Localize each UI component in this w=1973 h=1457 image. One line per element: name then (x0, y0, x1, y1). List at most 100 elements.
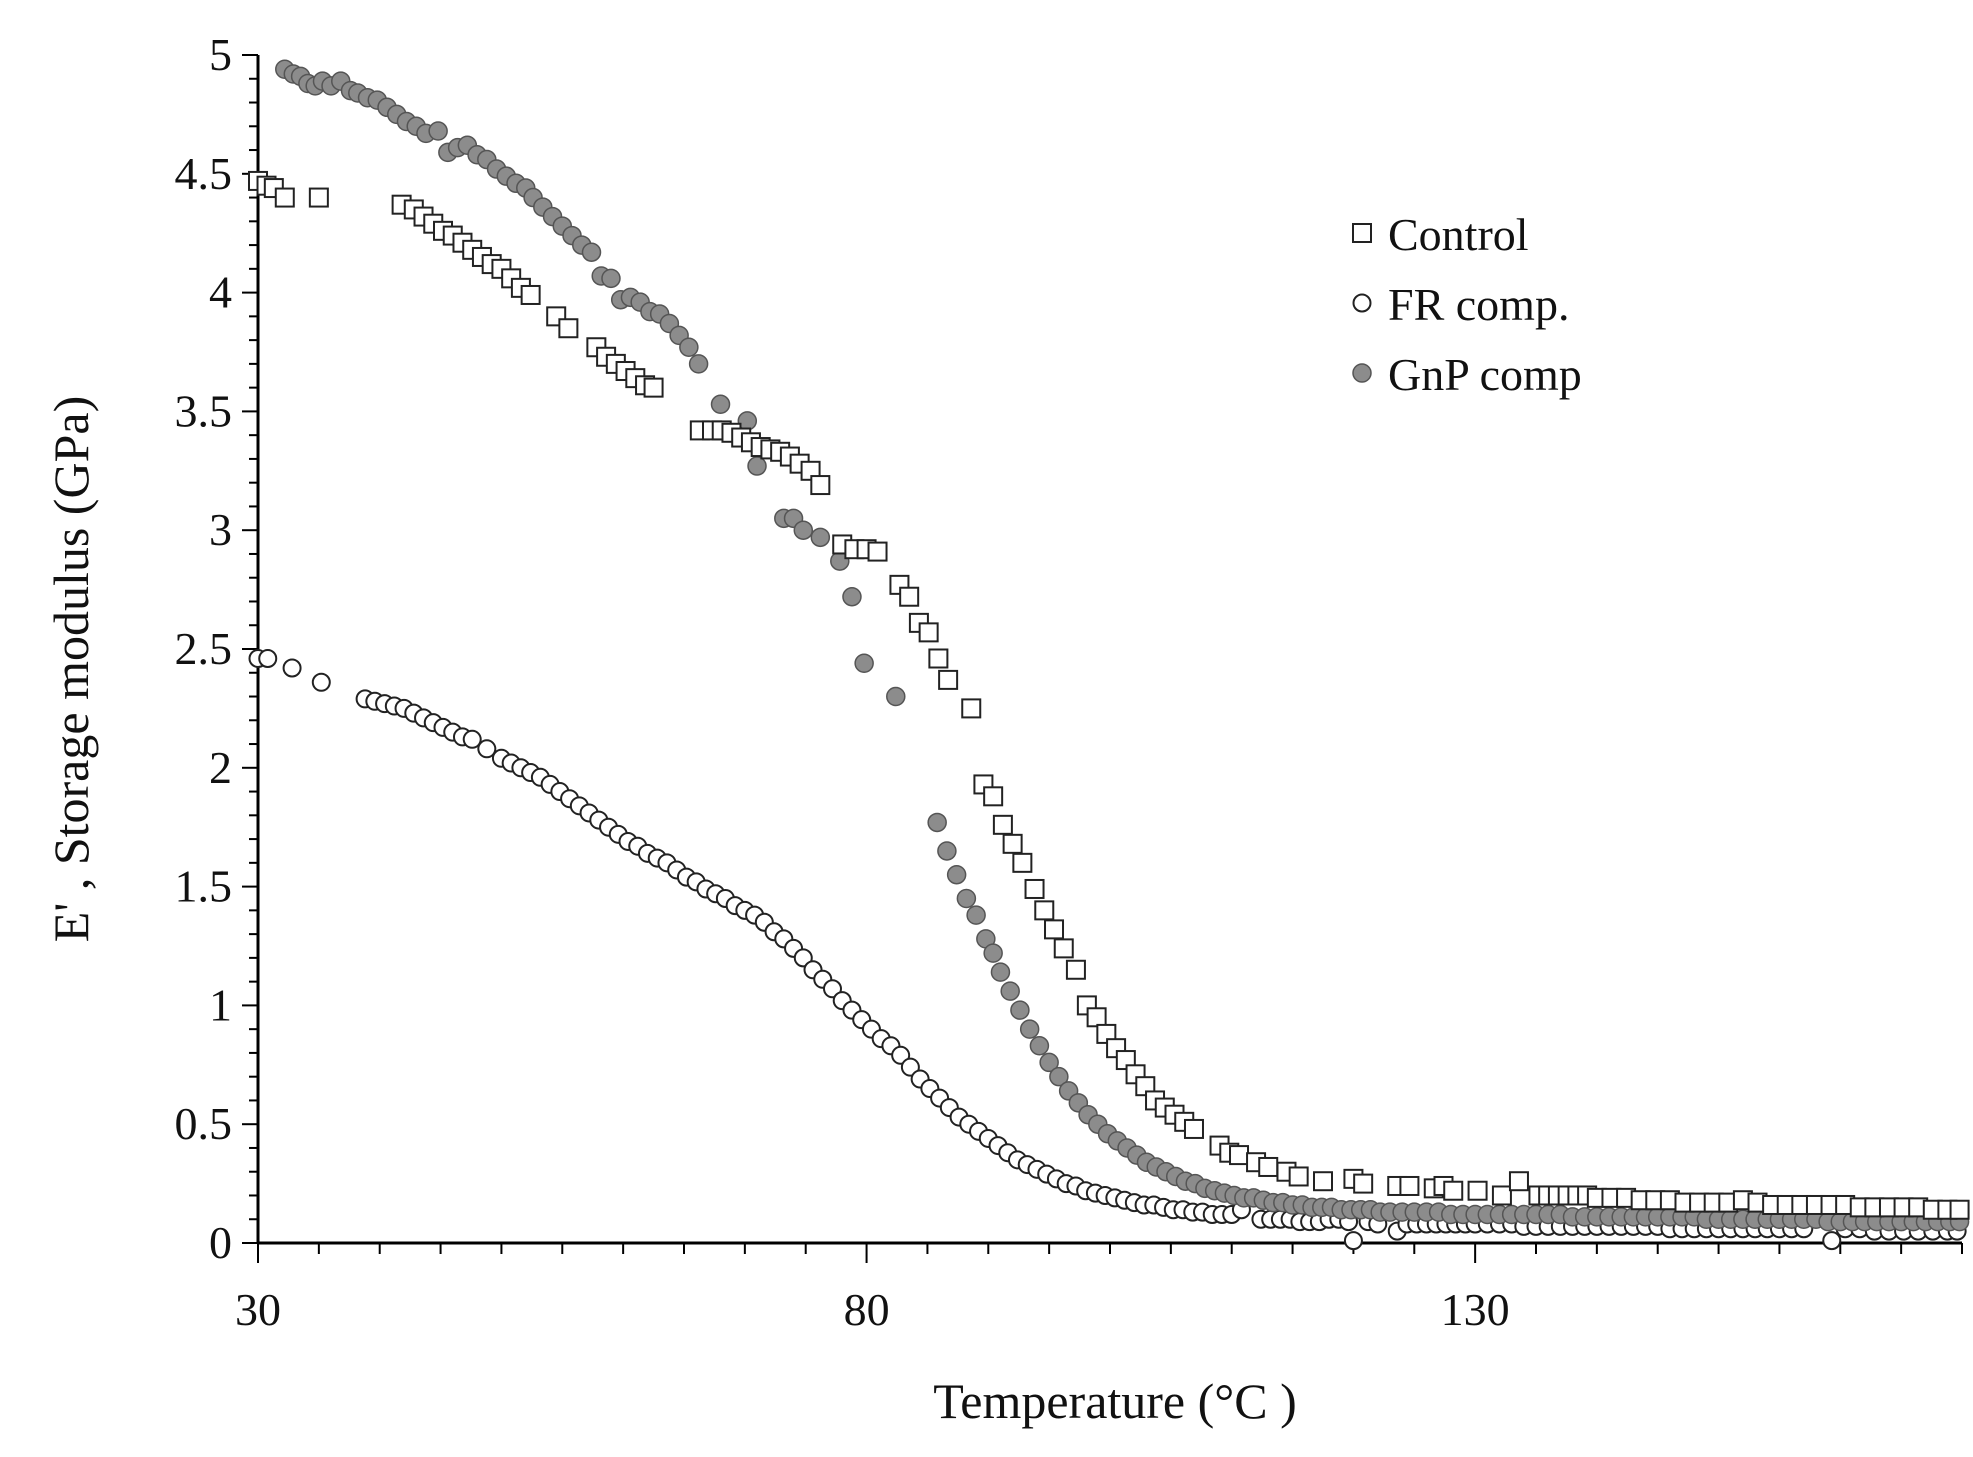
legend-item-control: Control (1352, 209, 1529, 260)
data-point-control (1399, 1175, 1420, 1196)
y-tick-label: 3.5 (175, 385, 233, 436)
data-point-control (1491, 1185, 1512, 1206)
y-axis-title: E' , Storage modulus (GPa) (43, 396, 99, 942)
data-point-fr-comp (282, 658, 302, 678)
data-point-fr-comp (462, 729, 482, 749)
data-point-control (1002, 833, 1023, 854)
data-point-control (1288, 1166, 1309, 1187)
data-point-gnp-comp (927, 812, 947, 833)
series-control (248, 170, 1970, 1220)
y-tick-label: 0 (209, 1217, 232, 1268)
data-point-fr-comp (1343, 1231, 1363, 1251)
y-tick-label: 2 (209, 742, 232, 793)
data-point-control (1012, 852, 1033, 873)
data-point-control (983, 786, 1004, 807)
data-point-control (274, 187, 295, 208)
data-point-gnp-comp (1049, 1066, 1069, 1087)
data-point-control (928, 648, 949, 669)
data-point-fr-comp (477, 739, 497, 759)
data-point-control (961, 698, 982, 719)
data-point-gnp-comp (428, 121, 448, 141)
data-point-control (1508, 1171, 1529, 1192)
data-point-control (1065, 959, 1086, 980)
data-point-gnp-comp (966, 905, 986, 925)
x-axis-ticks: 30 80 130 (235, 1243, 1963, 1335)
data-point-control (1313, 1171, 1333, 1192)
series-fr-comp (248, 649, 1967, 1251)
data-point-gnp-comp (983, 943, 1003, 963)
legend-label-gnp-comp: GnP comp (1388, 349, 1582, 400)
data-point-control (867, 541, 888, 562)
data-point-control (1024, 878, 1045, 899)
data-point-control (308, 187, 329, 208)
legend-item-fr-comp: FR comp. (1352, 279, 1569, 330)
data-point-gnp-comp (1039, 1052, 1059, 1073)
x-tick-label: 130 (1441, 1284, 1510, 1335)
data-point-control (558, 318, 579, 339)
data-point-fr-comp (1822, 1231, 1842, 1251)
y-tick-label: 0.5 (175, 1098, 233, 1149)
data-point-gnp-comp (937, 841, 957, 861)
data-point-control (1353, 1173, 1374, 1194)
data-point-gnp-comp (1000, 981, 1020, 1001)
data-point-gnp-comp (956, 888, 977, 909)
data-point-control (520, 284, 541, 305)
legend-item-gnp-comp: GnP comp (1352, 349, 1582, 400)
data-point-gnp-comp (842, 586, 862, 607)
data-point-gnp-comp (747, 456, 767, 476)
data-point-control (1467, 1180, 1488, 1201)
data-point-gnp-comp (793, 520, 814, 540)
data-point-gnp-comp (990, 962, 1011, 982)
y-tick-label: 5 (209, 29, 232, 80)
data-point-control (992, 814, 1013, 835)
legend-label-fr-comp: FR comp. (1388, 279, 1569, 330)
data-point-gnp-comp (710, 394, 731, 415)
data-point-control (1053, 938, 1074, 959)
data-point-gnp-comp (601, 268, 621, 289)
data-point-control (938, 669, 959, 690)
legend: Control FR comp. GnP comp (1352, 209, 1582, 400)
data-point-control (1183, 1118, 1204, 1139)
data-point-control (1949, 1199, 1970, 1220)
y-tick-label: 1 (209, 979, 232, 1030)
data-point-gnp-comp (886, 686, 906, 707)
y-axis-ticks: 0 0.5 1 1.5 2 2.5 3 3.5 4 4.5 5 (175, 29, 258, 1268)
legend-marker-control (1352, 223, 1372, 243)
data-point-gnp-comp (810, 527, 831, 548)
data-point-gnp-comp (679, 337, 699, 357)
y-tick-label: 4.5 (175, 148, 233, 199)
y-tick-label: 3 (209, 504, 232, 555)
data-point-gnp-comp (581, 242, 602, 262)
data-point-control (810, 475, 831, 496)
plot-area (248, 59, 1970, 1251)
y-tick-label: 4 (209, 267, 232, 318)
data-point-control (1086, 1007, 1107, 1028)
series-gnp-comp (275, 59, 1970, 1232)
data-point-control (1034, 900, 1055, 921)
data-point-control (1044, 919, 1065, 940)
data-point-gnp-comp (1019, 1019, 1040, 1039)
legend-marker-fr-comp (1352, 293, 1372, 313)
y-tick-label: 2.5 (175, 623, 233, 674)
x-axis-title: Temperature (°C ) (933, 1373, 1297, 1429)
data-point-control (1258, 1156, 1279, 1177)
data-point-control (899, 586, 920, 607)
data-point-gnp-comp (1010, 1000, 1030, 1020)
legend-label-control: Control (1388, 209, 1529, 260)
data-point-fr-comp (258, 649, 278, 669)
data-point-fr-comp (311, 672, 331, 692)
y-tick-label: 1.5 (175, 861, 233, 912)
data-point-control (1443, 1180, 1464, 1201)
x-tick-label: 80 (844, 1284, 890, 1335)
legend-marker-gnp-comp (1352, 363, 1372, 383)
data-point-gnp-comp (1029, 1036, 1050, 1056)
data-point-control (1229, 1145, 1250, 1166)
data-point-gnp-comp (946, 864, 967, 885)
data-point-gnp-comp (854, 653, 874, 674)
axes: 0 0.5 1 1.5 2 2.5 3 3.5 4 4.5 5 30 80 130 (175, 29, 1963, 1335)
data-point-control (918, 622, 939, 643)
x-tick-label: 30 (235, 1284, 281, 1335)
data-point-control (643, 377, 664, 398)
data-point-gnp-comp (688, 354, 709, 374)
